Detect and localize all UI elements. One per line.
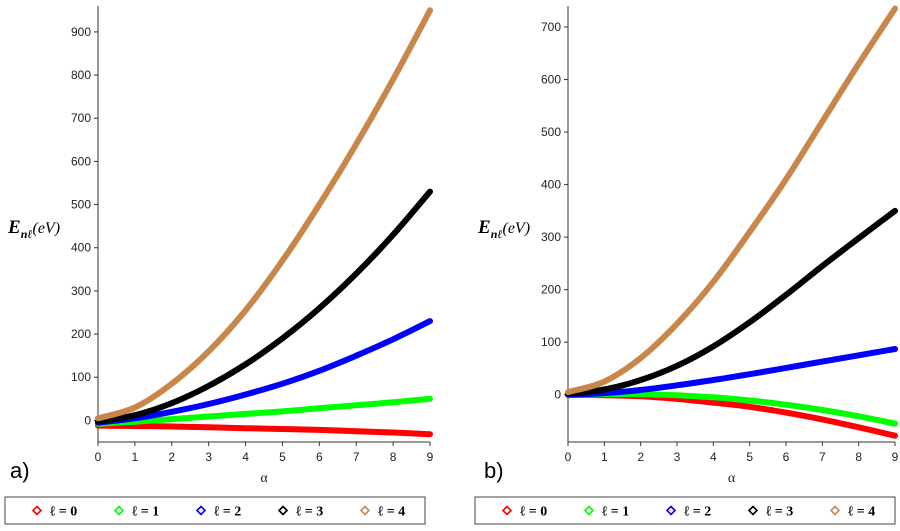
x-tick-label: 1 bbox=[132, 450, 139, 464]
x-tick-label: 2 bbox=[637, 450, 644, 464]
x-tick-label: 4 bbox=[242, 450, 249, 464]
legend-label: ℓ = 3 bbox=[295, 505, 323, 520]
y-tick-label: 100 bbox=[541, 335, 561, 349]
y-tick-label: 400 bbox=[541, 178, 561, 192]
legend-marker-icon bbox=[747, 505, 759, 516]
series-line-l2 bbox=[95, 318, 433, 426]
y-tick-label: 0 bbox=[84, 413, 91, 427]
legend-label: ℓ = 1 bbox=[601, 505, 629, 520]
x-tick-label: 9 bbox=[427, 450, 434, 464]
legend-marker-icon bbox=[501, 505, 513, 516]
legend-box bbox=[474, 496, 896, 525]
x-tick-label: 3 bbox=[205, 450, 212, 464]
series-line-l4 bbox=[565, 5, 898, 396]
y-tick-label: 700 bbox=[541, 20, 561, 34]
x-tick-label: 9 bbox=[892, 450, 899, 464]
legend-label: ℓ = 0 bbox=[519, 505, 547, 520]
y-tick-label: 0 bbox=[554, 388, 561, 402]
y-tick-label: 400 bbox=[71, 241, 91, 255]
y-tick-label: 500 bbox=[71, 198, 91, 212]
x-axis-label: α bbox=[260, 471, 268, 486]
y-tick-label: 600 bbox=[71, 154, 91, 168]
x-tick-label: 7 bbox=[353, 450, 360, 464]
panel-label: a) bbox=[10, 458, 30, 483]
y-tick-label: 100 bbox=[71, 370, 91, 384]
y-tick-label: 200 bbox=[541, 283, 561, 297]
y-tick-label: 200 bbox=[71, 327, 91, 341]
legend-marker-icon bbox=[277, 505, 289, 516]
x-tick-label: 4 bbox=[710, 450, 717, 464]
x-tick-label: 1 bbox=[601, 450, 608, 464]
x-tick-label: 6 bbox=[783, 450, 790, 464]
series-line-l3 bbox=[565, 207, 898, 397]
x-tick-label: 5 bbox=[746, 450, 753, 464]
legend-label: ℓ = 0 bbox=[49, 505, 77, 520]
x-tick-label: 6 bbox=[316, 450, 323, 464]
legend-marker-icon bbox=[583, 505, 595, 516]
series-line-l2 bbox=[565, 346, 898, 398]
legend-marker-icon bbox=[113, 505, 125, 516]
legend-label: ℓ = 4 bbox=[377, 505, 405, 520]
y-axis-label: Enℓ(eV) bbox=[7, 217, 60, 241]
series-line-l1 bbox=[95, 395, 433, 427]
y-tick-label: 600 bbox=[541, 73, 561, 87]
legend-label: ℓ = 3 bbox=[765, 505, 793, 520]
panel-label: b) bbox=[484, 458, 504, 483]
x-tick-label: 2 bbox=[168, 450, 175, 464]
y-tick-label: 300 bbox=[541, 230, 561, 244]
chart-panel-a: 0 100 200 300 400 500 600 700 800 900 0 1 2 3 4 5 6 7 8 9 α E… bbox=[4, 6, 434, 525]
y-tick-label: 900 bbox=[71, 25, 91, 39]
legend-label: ℓ = 2 bbox=[683, 505, 711, 520]
x-tick-label: 7 bbox=[819, 450, 826, 464]
series-line-l3 bbox=[95, 188, 433, 425]
legend-marker-icon bbox=[31, 505, 43, 516]
x-tick-label: 8 bbox=[855, 450, 862, 464]
y-tick-label: 500 bbox=[541, 125, 561, 139]
legend-marker-icon bbox=[195, 505, 207, 516]
y-tick-label: 300 bbox=[71, 284, 91, 298]
series-line-l0 bbox=[95, 422, 433, 438]
legend-label: ℓ = 2 bbox=[213, 505, 241, 520]
series-line-l4 bbox=[95, 7, 433, 422]
chart-panel-b: 0 100 200 300 400 500 600 700 0 1 2 3 4 5 6 7 8 9 α Enℓ(eV)… bbox=[474, 5, 899, 525]
legend-label: ℓ = 4 bbox=[847, 505, 875, 520]
series-line-l1 bbox=[565, 391, 898, 427]
x-tick-label: 8 bbox=[390, 450, 397, 464]
y-axis-label: Enℓ(eV) bbox=[477, 217, 530, 241]
x-tick-label: 5 bbox=[279, 450, 286, 464]
x-tick-label: 3 bbox=[674, 450, 681, 464]
legend-marker-icon bbox=[665, 505, 677, 516]
x-tick-label: 0 bbox=[565, 450, 572, 464]
y-tick-label: 800 bbox=[71, 68, 91, 82]
y-tick-label: 700 bbox=[71, 111, 91, 125]
legend-marker-icon bbox=[829, 505, 841, 516]
x-axis-label: α bbox=[728, 471, 736, 486]
legend-label: ℓ = 1 bbox=[131, 505, 159, 520]
legend-box bbox=[4, 496, 426, 525]
legend-marker-icon bbox=[359, 505, 371, 516]
x-tick-label: 0 bbox=[95, 450, 102, 464]
